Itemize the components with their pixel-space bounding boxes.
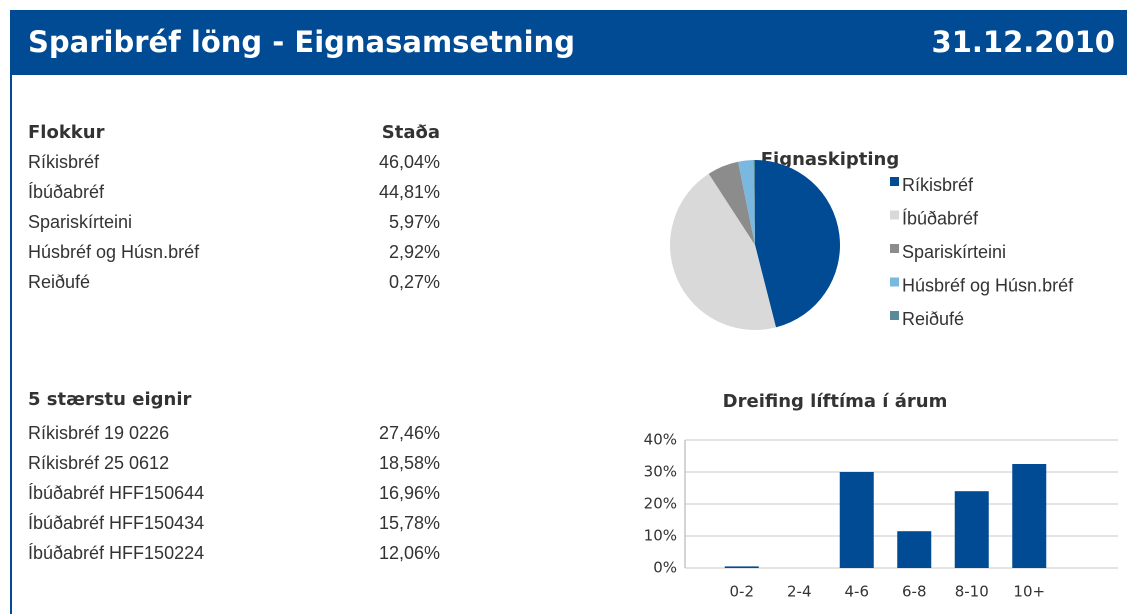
row-label: Ríkisbréf xyxy=(28,152,100,172)
row-label: Íbúðabréf HFF150224 xyxy=(28,543,204,563)
x-tick-label: 0-2 xyxy=(730,583,755,601)
legend-swatch xyxy=(890,244,899,253)
legend-swatch xyxy=(890,210,899,220)
header-date: 31.12.2010 xyxy=(932,25,1115,59)
table-header: Staða xyxy=(382,122,440,143)
row-value: 5,97% xyxy=(389,212,440,232)
row-value: 46,04% xyxy=(379,152,440,172)
legend-swatch xyxy=(890,311,899,320)
row-value: 18,58% xyxy=(379,453,440,473)
row-value: 16,96% xyxy=(379,483,440,503)
y-tick-label: 30% xyxy=(644,463,677,481)
header-bar xyxy=(10,10,1127,75)
row-label: Reiðufé xyxy=(28,272,90,292)
row-value: 0,27% xyxy=(389,272,440,292)
row-value: 2,92% xyxy=(389,242,440,262)
x-tick-label: 4-6 xyxy=(845,583,870,601)
row-label: Íbúðabréf HFF150434 xyxy=(28,513,204,533)
legend-label: Húsbréf og Húsn.bréf xyxy=(902,275,1074,295)
bar xyxy=(897,531,932,568)
row-value: 27,46% xyxy=(379,423,440,443)
legend-label: Íbúðabréf xyxy=(902,208,979,228)
legend-label: Ríkisbréf xyxy=(902,175,974,195)
row-label: Húsbréf og Húsn.bréf xyxy=(28,242,200,262)
pie-slice xyxy=(708,161,755,245)
y-tick-label: 20% xyxy=(644,495,677,513)
x-tick-label: 8-10 xyxy=(955,583,989,601)
pie-slice xyxy=(669,173,776,331)
pie-slice xyxy=(755,160,841,328)
row-label: Ríkisbréf 25 0612 xyxy=(28,453,169,473)
pie-slice xyxy=(738,160,755,245)
y-tick-label: 10% xyxy=(644,527,677,545)
bar xyxy=(1012,464,1047,568)
y-tick-label: 40% xyxy=(644,431,677,449)
legend-label: Reiðufé xyxy=(902,309,964,329)
bar xyxy=(839,472,874,568)
x-tick-label: 6-8 xyxy=(902,583,927,601)
header-title: Sparibréf löng - Eignasamsetning xyxy=(28,25,575,59)
legend-title: Eignaskipting xyxy=(761,149,900,170)
x-tick-label: 2-4 xyxy=(787,583,812,601)
row-value: 15,78% xyxy=(379,513,440,533)
legend-swatch xyxy=(890,277,899,287)
row-label: Ríkisbréf 19 0226 xyxy=(28,423,169,443)
row-label: Íbúðabréf xyxy=(28,182,105,202)
y-tick-label: 0% xyxy=(653,559,677,577)
legend-label: Spariskírteini xyxy=(902,242,1006,262)
chart-title: Dreifing líftíma í árum xyxy=(723,391,948,412)
bar xyxy=(954,491,989,568)
pie-slice xyxy=(753,160,755,245)
bar xyxy=(724,566,759,568)
row-label: Íbúðabréf HFF150644 xyxy=(28,483,204,503)
row-value: 44,81% xyxy=(379,182,440,202)
row-label: Spariskírteini xyxy=(28,212,132,232)
x-tick-label: 10+ xyxy=(1013,583,1045,601)
table-title: 5 stærstu eignir xyxy=(28,389,191,410)
row-value: 12,06% xyxy=(379,543,440,563)
table-header: Flokkur xyxy=(28,122,105,143)
left-border xyxy=(10,75,12,614)
legend-swatch xyxy=(890,177,899,186)
